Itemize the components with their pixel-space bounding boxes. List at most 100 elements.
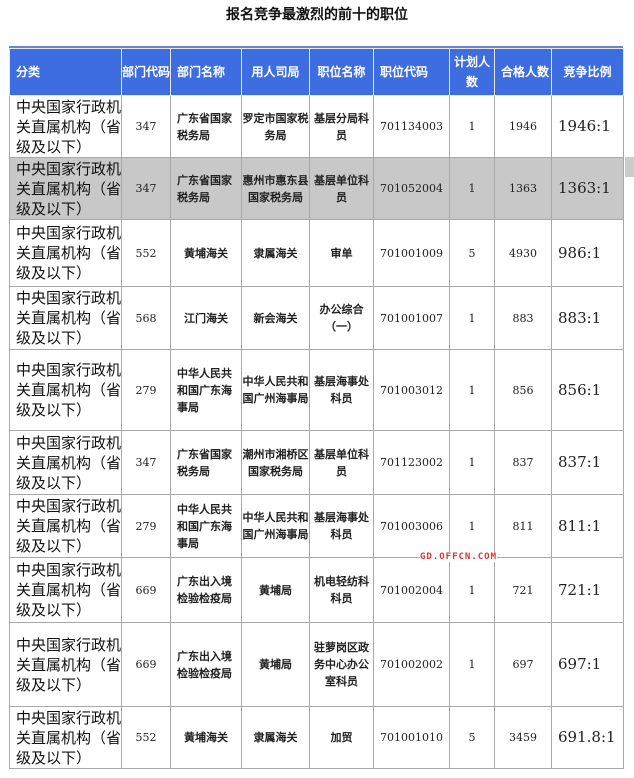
- cell-position-name: 办公综合（一）: [309, 286, 374, 350]
- cell-dept-code: 279: [121, 494, 171, 558]
- cell-category: 中央国家行政机关直属机构（省级及以下）: [9, 557, 122, 623]
- header-dept-name: 部门名称: [170, 48, 242, 96]
- cell-position-name: 基层单位科员: [309, 430, 374, 495]
- cell-position-code: 701003012: [373, 349, 450, 431]
- cell-dept-name: 黄埔海关: [170, 706, 242, 769]
- table-row: 中央国家行政机关直属机构（省级及以下） 347 广东省国家税务局 罗定市国家税务局 基层…: [9, 95, 624, 158]
- cell-bureau: 潮州市湘桥区国家税务局: [241, 430, 310, 495]
- cell-qualified-count: 3459: [494, 706, 552, 769]
- cell-dept-name: 江门海关: [170, 286, 242, 350]
- cell-dept-code: 552: [121, 706, 171, 769]
- cell-ratio: 811:1: [551, 494, 624, 558]
- cell-dept-code: 568: [121, 286, 171, 350]
- cell-dept-code: 347: [121, 430, 171, 495]
- page-title: 报名竞争最激烈的前十的职位: [226, 7, 408, 23]
- cell-dept-code: 669: [121, 557, 171, 623]
- cell-dept-name: 广东出入境检验检疫局: [170, 622, 242, 707]
- cell-bureau: 惠州市惠东县国家税务局: [241, 157, 310, 220]
- header-plan-count: 计划人数: [449, 48, 495, 96]
- cell-position-code: 701001009: [373, 219, 450, 287]
- cell-ratio: 1946:1: [551, 95, 624, 158]
- cell-ratio: 837:1: [551, 430, 624, 495]
- cell-position-name: 机电轻纺科科员: [309, 557, 374, 623]
- cell-position-code: 701123002: [373, 430, 450, 495]
- cell-category: 中央国家行政机关直属机构（省级及以下）: [9, 157, 122, 220]
- cell-ratio: 1363:1: [551, 157, 624, 220]
- cell-category: 中央国家行政机关直属机构（省级及以下）: [9, 95, 122, 158]
- cell-dept-name: 中华人民共和国广东海事局: [170, 494, 242, 558]
- cell-plan-count: 1: [449, 494, 495, 558]
- cell-plan-count: 1: [449, 430, 495, 495]
- cell-position-name: 加贸: [309, 706, 374, 769]
- cell-category: 中央国家行政机关直属机构（省级及以下）: [9, 622, 122, 707]
- header-position-code: 职位代码: [373, 48, 450, 96]
- cell-dept-name: 黄埔海关: [170, 219, 242, 287]
- cell-position-name: 基层单位科员: [309, 157, 374, 220]
- cell-position-code: 701001007: [373, 286, 450, 350]
- cell-dept-code: 347: [121, 157, 171, 220]
- cell-category: 中央国家行政机关直属机构（省级及以下）: [9, 430, 122, 495]
- cell-ratio: 883:1: [551, 286, 624, 350]
- table-row: 中央国家行政机关直属机构（省级及以下） 552 黄埔海关 隶属海关 加贸 70100101…: [9, 706, 624, 769]
- cell-ratio: 986:1: [551, 219, 624, 287]
- watermark: GD.OFFCN.COM: [420, 552, 498, 562]
- cell-category: 中央国家行政机关直属机构（省级及以下）: [9, 349, 122, 431]
- cell-dept-code: 347: [121, 95, 171, 158]
- scroll-marker: [625, 157, 634, 177]
- cell-plan-count: 1: [449, 557, 495, 623]
- cell-dept-code: 669: [121, 622, 171, 707]
- cell-position-name: 基层海事处科员: [309, 349, 374, 431]
- cell-ratio: 856:1: [551, 349, 624, 431]
- cell-plan-count: 1: [449, 157, 495, 220]
- cell-bureau: 罗定市国家税务局: [241, 95, 310, 158]
- cell-position-code: 701003006: [373, 494, 450, 558]
- cell-position-name: 驻萝岗区政务中心办公室科员: [309, 622, 374, 707]
- cell-dept-code: 552: [121, 219, 171, 287]
- cell-bureau: 中华人民共和国广州海事局: [241, 349, 310, 431]
- cell-plan-count: 1: [449, 286, 495, 350]
- cell-ratio: 721:1: [551, 557, 624, 623]
- header-category: 分类: [9, 48, 122, 96]
- table-row: 中央国家行政机关直属机构（省级及以下） 669 广东出入境检验检疫局 黄埔局 机电轻纺科…: [9, 557, 624, 623]
- table-row: 中央国家行政机关直属机构（省级及以下） 568 江门海关 新会海关 办公综合（一） 701…: [9, 286, 624, 350]
- table-row: 中央国家行政机关直属机构（省级及以下） 552 黄埔海关 隶属海关 审单 70100100…: [9, 219, 624, 287]
- cell-plan-count: 5: [449, 219, 495, 287]
- cell-bureau: 中华人民共和国广州海事局: [241, 494, 310, 558]
- cell-dept-name: 广东省国家税务局: [170, 430, 242, 495]
- header-dept-code: 部门代码: [121, 48, 171, 96]
- cell-position-code: 701002004: [373, 557, 450, 623]
- cell-position-code: 701052004: [373, 157, 450, 220]
- table-row: 中央国家行政机关直属机构（省级及以下） 347 广东省国家税务局 惠州市惠东县国家税务…: [9, 157, 624, 220]
- cell-plan-count: 1: [449, 349, 495, 431]
- cell-qualified-count: 837: [494, 430, 552, 495]
- cell-dept-name: 中华人民共和国广东海事局: [170, 349, 242, 431]
- cell-qualified-count: 856: [494, 349, 552, 431]
- header-qualified-count: 合格人数: [494, 48, 552, 96]
- cell-position-code: 701002002: [373, 622, 450, 707]
- cell-bureau: 黄埔局: [241, 557, 310, 623]
- cell-qualified-count: 1946: [494, 95, 552, 158]
- divider: [9, 46, 623, 48]
- cell-ratio: 697:1: [551, 622, 624, 707]
- cell-position-name: 基层分局科员: [309, 95, 374, 158]
- cell-dept-code: 279: [121, 349, 171, 431]
- cell-bureau: 隶属海关: [241, 219, 310, 287]
- table-row: 中央国家行政机关直属机构（省级及以下） 669 广东出入境检验检疫局 黄埔局 驻萝岗区政…: [9, 622, 624, 707]
- header-ratio: 竞争比例: [551, 48, 624, 96]
- cell-plan-count: 5: [449, 706, 495, 769]
- cell-ratio: 691.8:1: [551, 706, 624, 769]
- cell-qualified-count: 883: [494, 286, 552, 350]
- positions-table: 分类 部门代码 部门名称 用人司局 职位名称 职位代码 计划人数 合格人数 竞争比例 中央国家行…: [9, 48, 624, 769]
- cell-category: 中央国家行政机关直属机构（省级及以下）: [9, 286, 122, 350]
- cell-qualified-count: 1363: [494, 157, 552, 220]
- cell-qualified-count: 811: [494, 494, 552, 558]
- cell-category: 中央国家行政机关直属机构（省级及以下）: [9, 706, 122, 769]
- table-row: 中央国家行政机关直属机构（省级及以下） 279 中华人民共和国广东海事局 中华人民共和…: [9, 494, 624, 558]
- cell-plan-count: 1: [449, 622, 495, 707]
- cell-dept-name: 广东出入境检验检疫局: [170, 557, 242, 623]
- cell-bureau: 黄埔局: [241, 622, 310, 707]
- cell-qualified-count: 697: [494, 622, 552, 707]
- table-row: 中央国家行政机关直属机构（省级及以下） 279 中华人民共和国广东海事局 中华人民共和…: [9, 349, 624, 431]
- cell-bureau: 新会海关: [241, 286, 310, 350]
- header-position-name: 职位名称: [309, 48, 374, 96]
